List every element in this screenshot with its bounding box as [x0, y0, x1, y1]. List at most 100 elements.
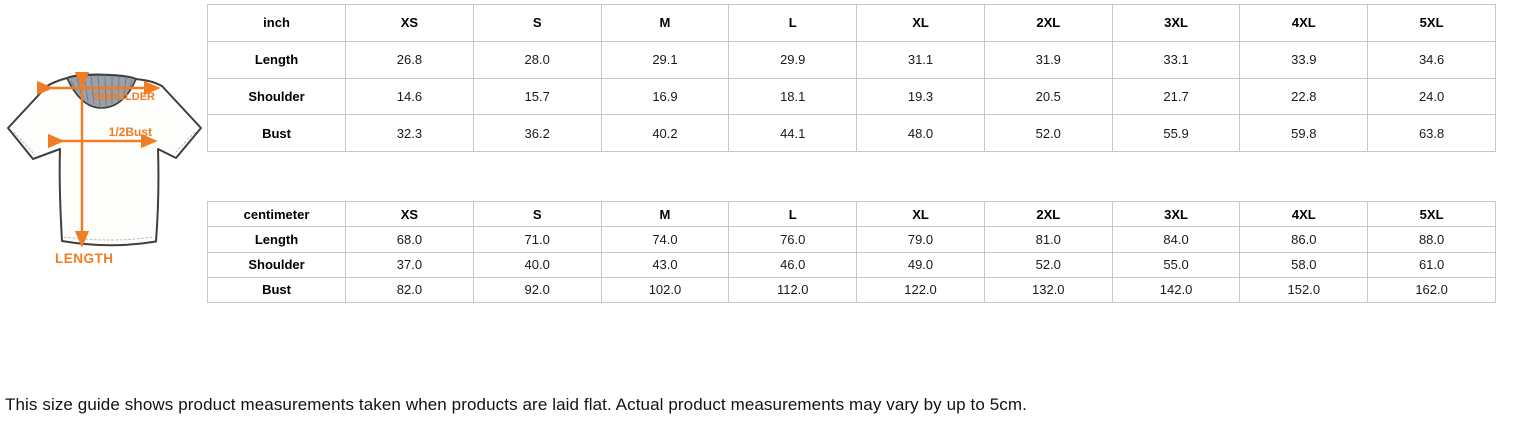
tshirt-outline	[7, 73, 202, 247]
value-cell: 24.0	[1367, 77, 1496, 116]
value-cell: 21.7	[1111, 77, 1241, 116]
value-cell: 29.1	[600, 40, 730, 79]
shoulder-measure-label: SHOULDER	[93, 91, 155, 103]
unit-header-cell: inch	[206, 4, 347, 42]
size-header-cell: S	[472, 200, 602, 228]
value-cell: 26.8	[345, 40, 474, 79]
value-cell: 63.8	[1367, 114, 1496, 152]
table-row: Bust 82.0 92.0 102.0 112.0 122.0 132.0 1…	[206, 276, 1496, 304]
value-cell: 48.0	[856, 114, 985, 152]
value-cell: 122.0	[856, 276, 985, 304]
row-label-cell: Length	[206, 226, 347, 253]
value-cell: 52.0	[983, 114, 1113, 152]
value-cell: 82.0	[345, 276, 474, 304]
value-cell: 36.2	[472, 114, 602, 152]
size-header-cell: 5XL	[1367, 4, 1496, 42]
value-cell: 52.0	[983, 251, 1113, 278]
value-cell: 16.9	[600, 77, 730, 116]
value-cell: 33.9	[1239, 40, 1369, 79]
value-cell: 92.0	[472, 276, 602, 304]
size-header-cell: M	[600, 4, 730, 42]
value-cell: 32.3	[345, 114, 474, 152]
row-label-cell: Shoulder	[206, 77, 347, 116]
hem-stitch	[63, 236, 155, 241]
table-row: Length 68.0 71.0 74.0 76.0 79.0 81.0 84.…	[206, 226, 1496, 253]
tshirt-diagram: SHOULDER 1/2Bust LENGTH	[7, 71, 202, 266]
value-cell: 40.0	[472, 251, 602, 278]
value-cell: 86.0	[1239, 226, 1369, 253]
value-cell: 142.0	[1111, 276, 1241, 304]
size-header-cell: 4XL	[1239, 200, 1369, 228]
size-note: This size guide shows product measuremen…	[5, 395, 1027, 414]
row-label-cell: Shoulder	[206, 251, 347, 278]
size-header-cell: M	[600, 200, 730, 228]
value-cell: 58.0	[1239, 251, 1369, 278]
size-header-cell: XS	[345, 200, 474, 228]
unit-header-cell: centimeter	[206, 200, 347, 228]
size-header-cell: XS	[345, 4, 474, 42]
row-label-cell: Length	[206, 40, 347, 79]
value-cell: 68.0	[345, 226, 474, 253]
size-header-cell: 3XL	[1111, 200, 1241, 228]
size-header-cell: 4XL	[1239, 4, 1369, 42]
value-cell: 37.0	[345, 251, 474, 278]
size-header-cell: 2XL	[983, 4, 1113, 42]
inch-header-row: inch XS S M L XL 2XL 3XL 4XL 5XL	[206, 4, 1496, 42]
value-cell: 31.9	[983, 40, 1113, 79]
size-header-cell: L	[728, 200, 858, 228]
size-header-cell: S	[472, 4, 602, 42]
inch-size-table: inch XS S M L XL 2XL 3XL 4XL 5XL Length …	[206, 4, 1496, 152]
size-header-cell: 5XL	[1367, 200, 1496, 228]
value-cell: 28.0	[472, 40, 602, 79]
value-cell: 61.0	[1367, 251, 1496, 278]
right-sleeve-stitch	[173, 131, 196, 155]
value-cell: 34.6	[1367, 40, 1496, 79]
value-cell: 74.0	[600, 226, 730, 253]
value-cell: 152.0	[1239, 276, 1369, 304]
size-header-cell: XL	[856, 4, 985, 42]
value-cell: 20.5	[983, 77, 1113, 116]
cm-header-row: centimeter XS S M L XL 2XL 3XL 4XL 5XL	[206, 200, 1496, 228]
value-cell: 22.8	[1239, 77, 1369, 116]
value-cell: 43.0	[600, 251, 730, 278]
value-cell: 31.1	[856, 40, 985, 79]
centimeter-size-table: centimeter XS S M L XL 2XL 3XL 4XL 5XL L…	[206, 200, 1496, 304]
value-cell: 14.6	[345, 77, 474, 116]
value-cell: 33.1	[1111, 40, 1241, 79]
value-cell: 55.9	[1111, 114, 1241, 152]
row-label-cell: Bust	[206, 276, 347, 304]
length-measure-label: LENGTH	[55, 251, 114, 266]
value-cell: 49.0	[856, 251, 985, 278]
table-row: Bust 32.3 36.2 40.2 44.1 48.0 52.0 55.9 …	[206, 114, 1496, 152]
value-cell: 46.0	[728, 251, 858, 278]
bust-measure-label: 1/2Bust	[109, 125, 152, 139]
size-header-cell: 3XL	[1111, 4, 1241, 42]
value-cell: 44.1	[728, 114, 858, 152]
size-header-cell: XL	[856, 200, 985, 228]
value-cell: 162.0	[1367, 276, 1496, 304]
value-cell: 55.0	[1111, 251, 1241, 278]
value-cell: 81.0	[983, 226, 1113, 253]
value-cell: 102.0	[600, 276, 730, 304]
value-cell: 79.0	[856, 226, 985, 253]
value-cell: 88.0	[1367, 226, 1496, 253]
row-label-cell: Bust	[206, 114, 347, 152]
value-cell: 29.9	[728, 40, 858, 79]
value-cell: 112.0	[728, 276, 858, 304]
value-cell: 59.8	[1239, 114, 1369, 152]
table-row: Shoulder 37.0 40.0 43.0 46.0 49.0 52.0 5…	[206, 251, 1496, 278]
value-cell: 132.0	[983, 276, 1113, 304]
value-cell: 15.7	[472, 77, 602, 116]
value-cell: 84.0	[1111, 226, 1241, 253]
left-sleeve-stitch	[13, 131, 36, 156]
size-header-cell: 2XL	[983, 200, 1113, 228]
size-header-cell: L	[728, 4, 858, 42]
value-cell: 18.1	[728, 77, 858, 116]
value-cell: 76.0	[728, 226, 858, 253]
table-row: Length 26.8 28.0 29.1 29.9 31.1 31.9 33.…	[206, 40, 1496, 79]
value-cell: 40.2	[600, 114, 730, 152]
value-cell: 19.3	[856, 77, 985, 116]
table-row: Shoulder 14.6 15.7 16.9 18.1 19.3 20.5 2…	[206, 77, 1496, 116]
value-cell: 71.0	[472, 226, 602, 253]
